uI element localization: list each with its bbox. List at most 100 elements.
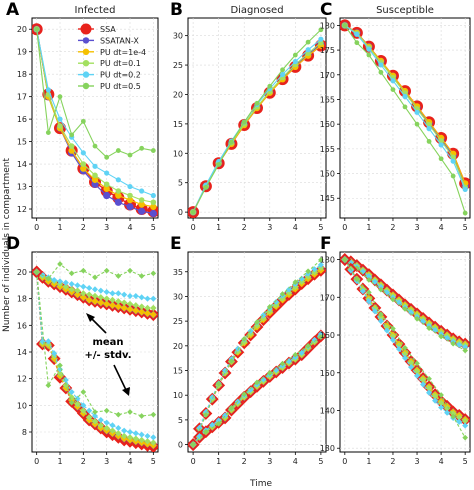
data-point-pu-dt-0-2: [150, 295, 157, 302]
data-point-pu-dt-0-5: [462, 434, 469, 441]
data-point-pu-dt-0-1: [85, 291, 93, 298]
data-point-pu-dt-0-2: [389, 336, 396, 343]
data-point-pu-dt-1e-4: [73, 291, 82, 299]
data-point-pu-dt-0-5: [69, 132, 75, 138]
data-point-pu-dt-0-1: [150, 199, 157, 206]
data-point-pu-dt-0-5: [390, 325, 396, 332]
data-point-pu-dt-0-5: [115, 411, 122, 418]
legend-label-pu-dt-1e-4: PU dt=1e-4: [100, 48, 146, 57]
y-tick-label: 13: [17, 183, 27, 192]
data-point-pu-dt-0-5: [390, 87, 396, 93]
x-tick-label: 3: [267, 223, 272, 232]
y-tick-label: 30: [173, 292, 183, 301]
data-point-pu-dt-1e-4: [138, 308, 146, 316]
data-point-pu-dt-0-2: [395, 345, 403, 353]
data-point-pu-dt-0-2: [414, 109, 420, 115]
data-point-pu-dt-0-2: [97, 416, 104, 424]
data-point-pu-dt-0-1: [127, 192, 133, 199]
data-point-pu-dt-1e-4: [80, 165, 87, 172]
data-point-pu-dt-0-2: [420, 381, 427, 388]
data-point-pu-dt-0-5: [414, 121, 420, 127]
data-point-pu-dt-0-5: [378, 286, 384, 293]
data-point-pu-dt-0-2: [359, 288, 366, 295]
data-point-pu-dt-0-5: [203, 428, 209, 435]
data-point-pu-dt-0-1: [80, 161, 87, 167]
y-tick-label: 175: [320, 46, 335, 55]
y-tick-label: 150: [320, 369, 335, 378]
data-point-pu-dt-0-2: [444, 409, 451, 416]
data-point-pu-dt-0-2: [132, 292, 139, 300]
data-point-pu-dt-0-2: [138, 294, 145, 301]
y-tick-label: 30: [173, 32, 183, 41]
series-line-pu-dt-0-2: [192, 333, 322, 445]
data-point-pu-dt-0-5: [305, 343, 311, 349]
legend-swatch-marker: [82, 71, 90, 78]
data-point-pu-dt-0-2: [115, 424, 122, 432]
x-tick-label: 5: [463, 457, 468, 466]
data-point-pu-dt-0-2: [432, 397, 439, 404]
data-point-pu-dt-0-2: [450, 158, 456, 164]
series-layer: [32, 261, 158, 452]
x-tick-label: 1: [216, 457, 221, 466]
y-tick-label: 20: [17, 25, 27, 34]
data-point-pu-dt-1e-4: [120, 304, 128, 312]
data-point-pu-dt-0-5: [254, 319, 260, 325]
data-point-pu-dt-0-2: [354, 31, 360, 37]
panel-b: 0 1 2 3 4 5 0 5 10 15 20 25 30 B Diagnosed: [170, 0, 327, 232]
x-tick-label: 3: [267, 457, 272, 466]
y-tick-label: 10: [173, 391, 183, 400]
data-point-pu-dt-0-1: [103, 424, 110, 432]
panel-title: Susceptible: [376, 5, 434, 16]
data-point-pu-dt-0-5: [127, 409, 133, 415]
data-point-pu-dt-0-5: [115, 148, 121, 153]
data-point-pu-dt-0-2: [318, 36, 324, 42]
data-point-pu-dt-1e-4: [103, 300, 111, 308]
x-tick-label: 5: [463, 223, 468, 232]
panel-letter: F: [320, 234, 332, 254]
x-tick-label: 4: [293, 457, 298, 466]
data-point-pu-dt-0-2: [426, 126, 432, 132]
data-point-pu-dt-0-2: [126, 292, 134, 300]
x-tick-label: 3: [104, 223, 109, 232]
x-tick-label: 3: [414, 457, 419, 466]
data-point-pu-dt-0-2: [126, 428, 134, 436]
y-tick-label: 140: [320, 406, 335, 415]
series-layer: [340, 19, 470, 216]
data-point-pu-dt-1e-4: [126, 305, 134, 313]
data-point-pu-dt-0-5: [203, 185, 209, 190]
data-point-pu-dt-0-5: [127, 152, 133, 158]
data-point-pu-dt-1e-4: [126, 196, 134, 204]
data-point-pu-dt-0-5: [426, 139, 432, 144]
data-point-pu-dt-0-5: [190, 209, 196, 215]
legend-label-ssatan-x: SSATAN-X: [100, 36, 139, 45]
series-layer: [188, 257, 326, 452]
data-point-pu-dt-0-5: [279, 291, 286, 297]
data-point-pu-dt-0-2: [80, 283, 87, 290]
plot-area: [339, 17, 471, 219]
legend-swatch-marker: [82, 37, 90, 44]
y-tick-label: 14: [17, 160, 27, 169]
panel-letter: E: [170, 234, 182, 254]
data-point-pu-dt-0-2: [127, 183, 133, 190]
data-point-pu-dt-0-1: [109, 296, 116, 304]
data-point-pu-dt-0-1: [120, 432, 128, 440]
data-point-pu-dt-0-5: [354, 40, 360, 46]
data-point-pu-dt-0-5: [378, 311, 384, 318]
band-mean-stdv: [188, 329, 326, 452]
data-point-pu-dt-0-1: [68, 286, 75, 293]
data-point-pu-dt-0-2: [426, 389, 433, 396]
y-tick-label: 16: [17, 115, 27, 124]
y-tick-label: 5: [178, 416, 183, 425]
data-point-pu-dt-0-2: [371, 308, 378, 315]
y-tick-label: 10: [17, 401, 27, 410]
data-point-pu-dt-0-1: [74, 287, 81, 294]
data-point-ssatan-x: [91, 180, 99, 188]
data-point-pu-dt-0-2: [347, 267, 354, 274]
y-tick-label: 170: [320, 71, 335, 80]
data-point-pu-dt-0-5: [292, 279, 299, 285]
data-point-pu-dt-0-1: [138, 197, 145, 203]
x-tick-label: 0: [34, 457, 39, 466]
data-point-pu-dt-0-5: [57, 261, 63, 267]
panel-title: Infected: [75, 5, 116, 16]
data-point-pu-dt-0-1: [138, 436, 145, 444]
